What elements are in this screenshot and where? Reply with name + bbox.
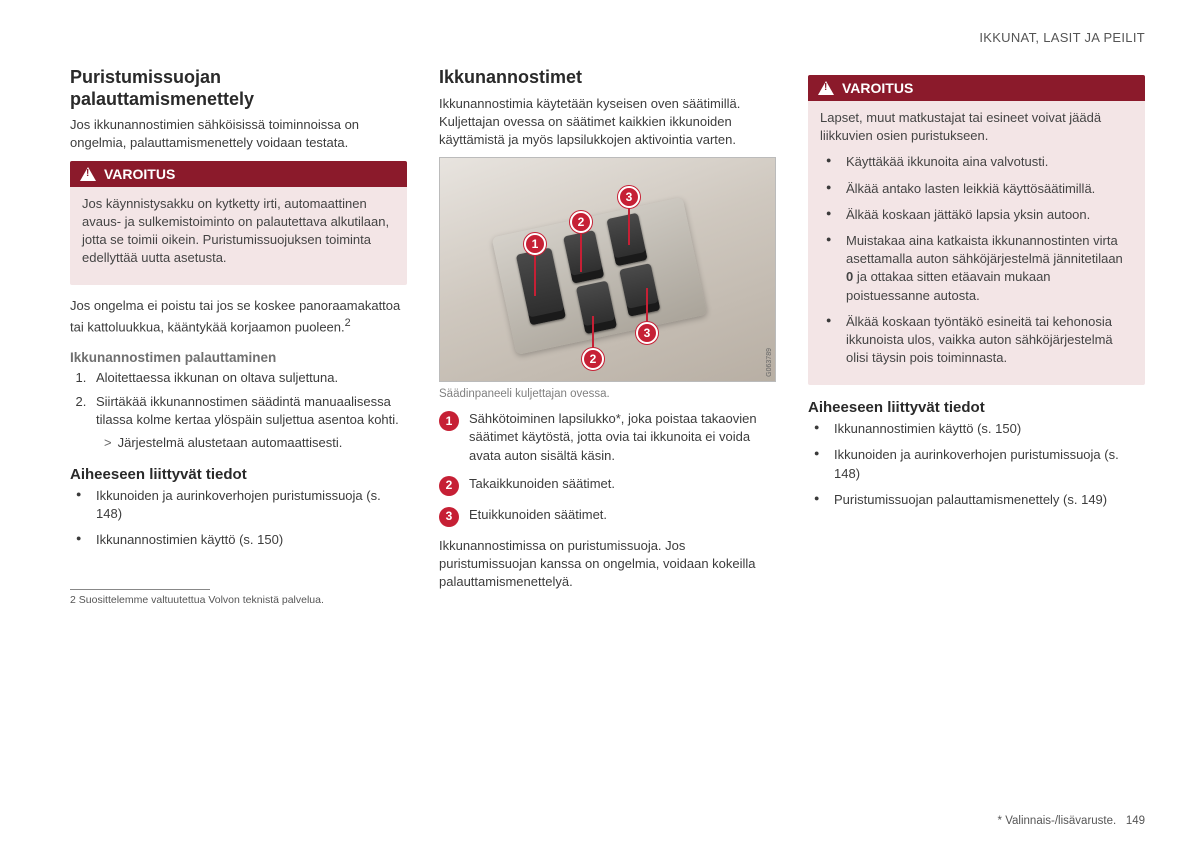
warning-triangle-icon xyxy=(80,167,96,181)
warning-label: VAROITUS xyxy=(104,166,175,182)
legend-badge-2: 2 xyxy=(439,476,459,496)
callout-badge-1: 1 xyxy=(524,233,546,255)
warning-item: Älkää antako lasten leikkiä käyttösäätim… xyxy=(824,180,1133,198)
related-item: Ikkunannostimien käyttö (s. 150) xyxy=(74,531,407,549)
related-item: Ikkunoiden ja aurinkoverhojen puristumis… xyxy=(74,487,407,523)
warning-list: Käyttäkää ikkunoita aina valvotusti. Älk… xyxy=(820,153,1133,367)
legend-badge-3: 3 xyxy=(439,507,459,527)
warning-box-2: VAROITUS Lapset, muut matkustajat tai es… xyxy=(808,75,1145,385)
callout-badge-3: 3 xyxy=(618,186,640,208)
figure-caption: Säädinpaneeli kuljettajan ovessa. xyxy=(439,388,776,400)
col3-related-list: Ikkunannostimien käyttö (s. 150) Ikkunoi… xyxy=(808,420,1145,509)
callout-legend: 1 Sähkötoiminen lapsilukko*, joka poista… xyxy=(439,410,776,527)
warning-triangle-icon xyxy=(818,81,834,95)
legend-item-1: 1 Sähkötoiminen lapsilukko*, joka poista… xyxy=(439,410,776,465)
step-2: Siirtäkää ikkunannostimen säädintä manua… xyxy=(90,393,407,452)
warning-item: Älkää koskaan työntäkö esineitä tai keho… xyxy=(824,313,1133,368)
callout-line xyxy=(646,288,648,324)
warning-box-1: VAROITUS Jos käynnistysakku on kytketty … xyxy=(70,161,407,286)
column-3: VAROITUS Lapset, muut matkustajat tai es… xyxy=(808,67,1145,606)
related-item: Ikkunoiden ja aurinkoverhojen puristumis… xyxy=(812,446,1145,482)
col1-related-list: Ikkunoiden ja aurinkoverhojen puristumis… xyxy=(70,487,407,550)
warning-item-text: Muistakaa aina katkaista ikkunannostinte… xyxy=(846,233,1123,303)
col2-intro: Ikkunannostimia käytetään kyseisen oven … xyxy=(439,95,776,150)
warning-header-2: VAROITUS xyxy=(808,75,1145,101)
footer-note: * Valinnais-/lisävaruste. xyxy=(998,815,1117,827)
callout-badge-2: 2 xyxy=(570,211,592,233)
warning-item: Käyttäkää ikkunoita aina valvotusti. xyxy=(824,153,1133,171)
col1-after-warning: Jos ongelma ei poistu tai jos se koskee … xyxy=(70,297,407,336)
warning-label-2: VAROITUS xyxy=(842,80,913,96)
section-header: IKKUNAT, LASIT JA PEILIT xyxy=(70,30,1145,45)
figure-switch xyxy=(516,248,566,326)
page-number: 149 xyxy=(1126,815,1145,827)
legend-text-1: Sähkötoiminen lapsilukko*, joka poistaa … xyxy=(469,410,776,465)
content-columns: Puristumissuojan palauttamismenettely Jo… xyxy=(70,67,1145,606)
legend-item-3: 3 Etuikkunoiden säätimet. xyxy=(439,506,776,527)
col1-title: Puristumissuojan palauttamismenettely xyxy=(70,67,407,110)
col2-outro: Ikkunannostimissa on puristumissuoja. Jo… xyxy=(439,537,776,592)
callout-line xyxy=(628,207,630,245)
step-2-result: Järjestelmä alustetaan automaattisesti. xyxy=(104,434,407,452)
figure-switch xyxy=(576,281,617,335)
column-2: Ikkunannostimet Ikkunannostimia käytetää… xyxy=(439,67,776,606)
callout-line xyxy=(534,254,536,296)
reset-steps: Aloitettaessa ikkunan on oltava suljettu… xyxy=(70,369,407,452)
page-footer: * Valinnais-/lisävaruste. 149 xyxy=(998,815,1145,827)
footnote-separator xyxy=(70,589,210,590)
figure-switch xyxy=(606,213,647,267)
figure-switch xyxy=(563,230,604,284)
warning-item: Muistakaa aina katkaista ikkunannostinte… xyxy=(824,232,1133,305)
step-2-result-text: Järjestelmä alustetaan automaattisesti. xyxy=(118,434,343,452)
col1-related-heading: Aiheeseen liittyvät tiedot xyxy=(70,466,407,483)
legend-text-2: Takaikkunoiden säätimet. xyxy=(469,475,615,493)
legend-badge-1: 1 xyxy=(439,411,459,431)
legend-item-2: 2 Takaikkunoiden säätimet. xyxy=(439,475,776,496)
col2-title: Ikkunannostimet xyxy=(439,67,776,89)
callout-line xyxy=(580,232,582,272)
col3-related-heading: Aiheeseen liittyvät tiedot xyxy=(808,399,1145,416)
figure-panel-surface xyxy=(492,197,708,355)
photo-credit: G063789 xyxy=(766,348,773,377)
warning-text: Jos käynnistysakku on kytketty irti, aut… xyxy=(82,195,395,268)
sub-heading-reset: Ikkunannostimen palauttaminen xyxy=(70,350,407,365)
column-1: Puristumissuojan palauttamismenettely Jo… xyxy=(70,67,407,606)
figure-switch xyxy=(619,263,660,317)
step-1: Aloitettaessa ikkunan on oltava suljettu… xyxy=(90,369,407,387)
callout-badge-2: 2 xyxy=(582,348,604,370)
warning-body-2: Lapset, muut matkustajat tai esineet voi… xyxy=(808,101,1145,385)
callout-badge-3: 3 xyxy=(636,322,658,344)
after-warning-text: Jos ongelma ei poistu tai jos se koskee … xyxy=(70,298,400,334)
col1-intro: Jos ikkunannostimien sähköisissä toiminn… xyxy=(70,116,407,152)
related-item: Ikkunannostimien käyttö (s. 150) xyxy=(812,420,1145,438)
footnote-text: 2 Suosittelemme valtuutettua Volvon tekn… xyxy=(70,594,407,606)
figure-control-panel: G063789 1 2 2 3 3 xyxy=(439,157,776,382)
warning-header: VAROITUS xyxy=(70,161,407,187)
callout-line xyxy=(592,316,594,350)
warning-intro: Lapset, muut matkustajat tai esineet voi… xyxy=(820,109,1133,145)
footnote-ref: 2 xyxy=(345,317,351,329)
related-item: Puristumissuojan palauttamismenettely (s… xyxy=(812,491,1145,509)
step-2-text: Siirtäkää ikkunannostimen säädintä manua… xyxy=(96,394,399,427)
warning-item: Älkää koskaan jättäkö lapsia yksin autoo… xyxy=(824,206,1133,224)
warning-body: Jos käynnistysakku on kytketty irti, aut… xyxy=(70,187,407,286)
legend-text-3: Etuikkunoiden säätimet. xyxy=(469,506,607,524)
